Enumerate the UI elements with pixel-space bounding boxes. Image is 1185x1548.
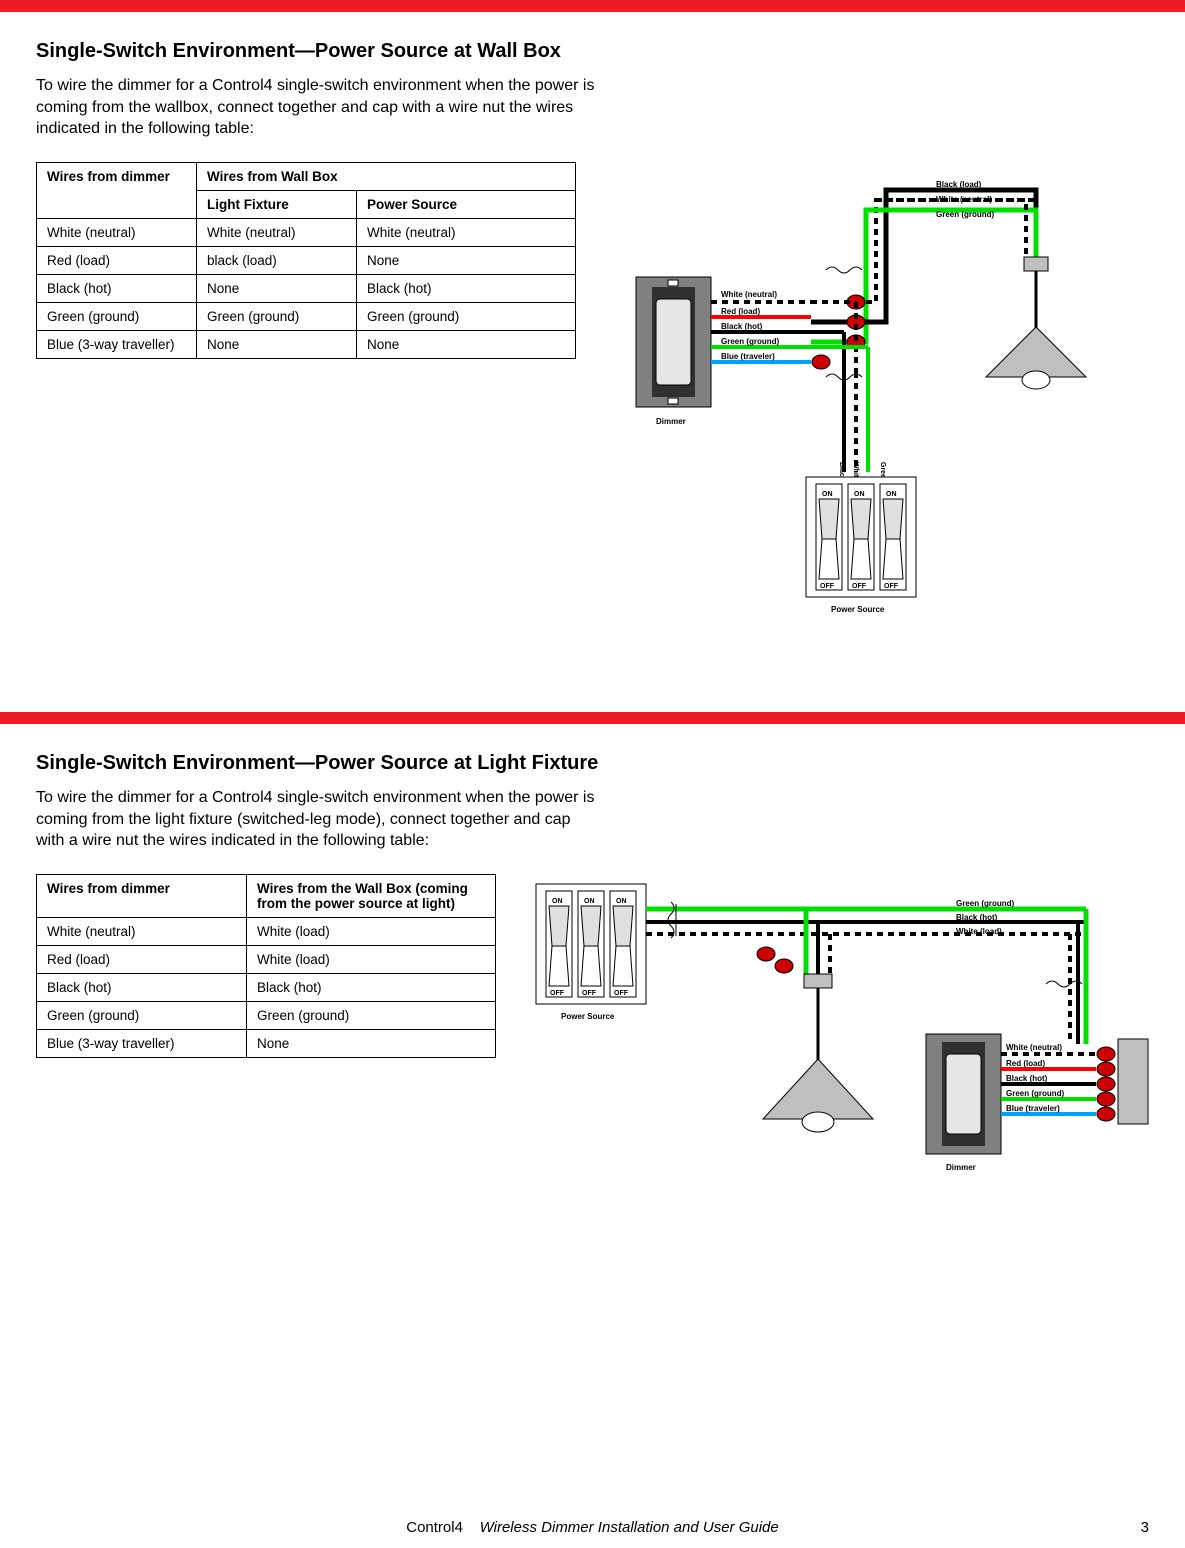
label-power-source-2: Power Source xyxy=(561,1012,615,1021)
th-light: Light Fixture xyxy=(197,190,357,218)
dimmer-icon xyxy=(636,277,711,407)
page-footer: Control4 Wireless Dimmer Installation an… xyxy=(0,1519,1185,1536)
label-black-hot-3: Black (hot) xyxy=(956,913,998,922)
section1-diagram: Dimmer White (neutral) Red (load) Black … xyxy=(606,162,1149,682)
table-row: Black (hot)NoneBlack (hot) xyxy=(37,274,576,302)
table-row: Blue (3-way traveller)None xyxy=(37,1029,496,1057)
dimmer-icon-2 xyxy=(926,1034,1001,1154)
footer-brand: Control4 xyxy=(406,1519,463,1536)
section1-table: Wires from dimmer Wires from Wall Box Li… xyxy=(36,162,576,359)
section1-table-wrap: Wires from dimmer Wires from Wall Box Li… xyxy=(36,162,576,682)
th-dimmer: Wires from dimmer xyxy=(37,162,197,218)
section2-title: Single-Switch Environment—Power Source a… xyxy=(36,752,1149,775)
table-row: Blue (3-way traveller)NoneNone xyxy=(37,330,576,358)
svg-text:ON: ON xyxy=(584,898,595,905)
th2-wallbox: Wires from the Wall Box (coming from the… xyxy=(247,874,496,917)
svg-text:ON: ON xyxy=(822,491,833,498)
label-dimmer: Dimmer xyxy=(656,417,686,426)
th-power: Power Source xyxy=(357,190,576,218)
th2-dimmer: Wires from dimmer xyxy=(37,874,247,917)
label-blue-traveler: Blue (traveler) xyxy=(721,352,775,361)
svg-text:OFF: OFF xyxy=(582,990,597,997)
section1-intro: To wire the dimmer for a Control4 single… xyxy=(36,75,596,140)
svg-text:ON: ON xyxy=(616,898,627,905)
accent-bar-mid xyxy=(0,712,1185,724)
label-white-neutral-2: White (neutral) xyxy=(936,195,992,204)
label-red-load: Red (load) xyxy=(721,307,760,316)
svg-text:OFF: OFF xyxy=(614,990,629,997)
label-black-hot-4: Black (hot) xyxy=(1006,1074,1048,1083)
label-white-neutral-3: White (neutral) xyxy=(1006,1043,1062,1052)
svg-text:OFF: OFF xyxy=(550,990,565,997)
label-black-hot: Black (hot) xyxy=(721,322,763,331)
table-row: Green (ground)Green (ground) xyxy=(37,1001,496,1029)
section1-title: Single-Switch Environment—Power Source a… xyxy=(36,40,1149,63)
svg-text:OFF: OFF xyxy=(852,583,867,590)
label-green-ground: Green (ground) xyxy=(721,337,780,346)
footer-title: Wireless Dimmer Installation and User Gu… xyxy=(480,1519,779,1536)
section2-table: Wires from dimmer Wires from the Wall Bo… xyxy=(36,874,496,1058)
table-row: Green (ground)Green (ground)Green (groun… xyxy=(37,302,576,330)
section2-intro: To wire the dimmer for a Control4 single… xyxy=(36,787,596,852)
label-white-neutral: White (neutral) xyxy=(721,290,777,299)
label-white-load: White (load) xyxy=(956,927,1002,936)
label-dimmer-2: Dimmer xyxy=(946,1163,976,1172)
label-green-ground-2: Green (ground) xyxy=(936,210,995,219)
breaker-panel-icon: ON OFF ON OFF ON O xyxy=(806,477,916,597)
svg-text:ON: ON xyxy=(552,898,563,905)
svg-text:ON: ON xyxy=(854,491,865,498)
label-black-load: Black (load) xyxy=(936,180,982,189)
table-row: Black (hot)Black (hot) xyxy=(37,973,496,1001)
section2-table-wrap: Wires from dimmer Wires from the Wall Bo… xyxy=(36,874,496,1234)
table-row: White (neutral)White (neutral)White (neu… xyxy=(37,218,576,246)
section2-diagram: ON OFF ON OFF ON O xyxy=(526,874,1166,1234)
light-fixture-icon xyxy=(986,257,1086,389)
table-row: Red (load)White (load) xyxy=(37,945,496,973)
accent-bar-top xyxy=(0,0,1185,12)
section-light-fixture: Single-Switch Environment—Power Source a… xyxy=(0,724,1185,1504)
label-blue-traveler-2: Blue (traveler) xyxy=(1006,1104,1060,1113)
label-red-load-2: Red (load) xyxy=(1006,1059,1045,1068)
svg-text:OFF: OFF xyxy=(820,583,835,590)
label-power-source: Power Source xyxy=(831,605,885,614)
table-row: White (neutral)White (load) xyxy=(37,917,496,945)
label-green-ground-4: Green (ground) xyxy=(1006,1089,1065,1098)
light-fixture-icon-2 xyxy=(763,974,873,1132)
breaker-panel-icon-2: ON OFF ON OFF ON O xyxy=(536,884,646,1004)
table-row: Red (load)black (load)None xyxy=(37,246,576,274)
svg-text:ON: ON xyxy=(886,491,897,498)
svg-text:OFF: OFF xyxy=(884,583,899,590)
label-green-ground-3: Green (ground) xyxy=(956,899,1015,908)
page-number: 3 xyxy=(1141,1519,1149,1536)
section-wallbox: Single-Switch Environment—Power Source a… xyxy=(0,12,1185,712)
th-wallbox: Wires from Wall Box xyxy=(197,162,576,190)
